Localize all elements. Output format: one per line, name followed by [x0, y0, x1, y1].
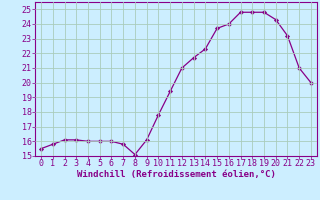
X-axis label: Windchill (Refroidissement éolien,°C): Windchill (Refroidissement éolien,°C): [76, 170, 276, 179]
